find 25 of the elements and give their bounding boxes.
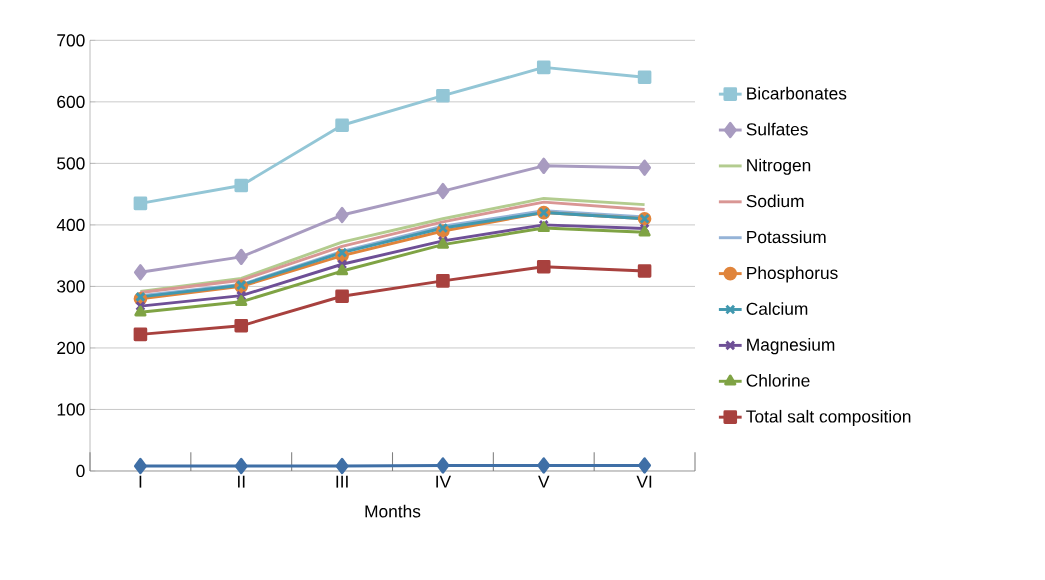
x-tick-label: IV [436, 475, 452, 488]
legend-label: Sodium [746, 194, 804, 208]
y-tick-label: 100 [57, 403, 85, 416]
x-tick-label: VI [636, 475, 652, 488]
y-tick-label: 300 [57, 280, 85, 293]
legend-label: Calcium [746, 302, 808, 315]
legend-label: Nitrogen [747, 158, 811, 175]
y-tick-label: 500 [57, 157, 85, 170]
legend-label: Bicarbonates [747, 86, 847, 100]
legend-label: Total salt composition [746, 409, 911, 427]
x-axis-title: Months [365, 504, 421, 518]
x-tick-label: I [139, 475, 142, 488]
y-tick-label: 700 [57, 34, 85, 47]
legend-label: Magnesium [747, 338, 835, 355]
legend-label: Chlorine [746, 373, 810, 387]
y-tick-label: 200 [57, 341, 85, 355]
x-tick-label: V [538, 475, 550, 488]
x-tick-label: II [238, 475, 245, 488]
legend-label: Sulfates [746, 122, 808, 136]
x-tick-label: III [336, 475, 348, 488]
legend-label: Potassium [747, 230, 826, 244]
y-tick-label: 400 [56, 218, 85, 232]
y-tick-label: 600 [57, 95, 85, 108]
legend-label: Phosphorus [747, 266, 838, 283]
y-tick-label: 0 [76, 464, 85, 478]
